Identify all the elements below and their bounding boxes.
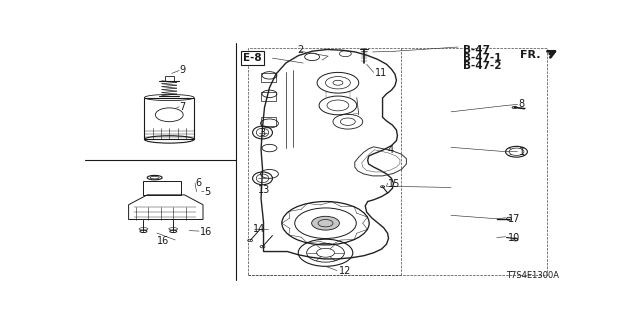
Text: 7: 7 [179,102,186,112]
Text: FR.: FR. [520,50,540,60]
Text: 15: 15 [388,179,400,189]
Text: E-8: E-8 [243,53,262,63]
Circle shape [312,216,339,230]
Text: 17: 17 [508,214,520,224]
Text: B-47-1: B-47-1 [463,53,502,63]
Text: B-47-2: B-47-2 [463,61,502,71]
Text: 1: 1 [518,147,525,157]
Text: 2: 2 [297,45,303,55]
Text: 16: 16 [157,236,169,246]
Text: 8: 8 [518,100,525,109]
Text: 16: 16 [200,227,212,237]
Text: 6: 6 [195,178,201,188]
Text: 5: 5 [204,187,211,197]
Text: 14: 14 [253,224,265,234]
Text: B-47: B-47 [463,45,490,55]
Text: 12: 12 [339,266,351,276]
Text: 10: 10 [508,233,520,243]
Text: 11: 11 [375,68,387,78]
Text: 13: 13 [257,185,270,195]
Text: 3: 3 [260,128,266,138]
Text: 4: 4 [388,145,394,155]
Text: 9: 9 [179,65,186,76]
Text: T7S4E1300A: T7S4E1300A [506,271,559,280]
